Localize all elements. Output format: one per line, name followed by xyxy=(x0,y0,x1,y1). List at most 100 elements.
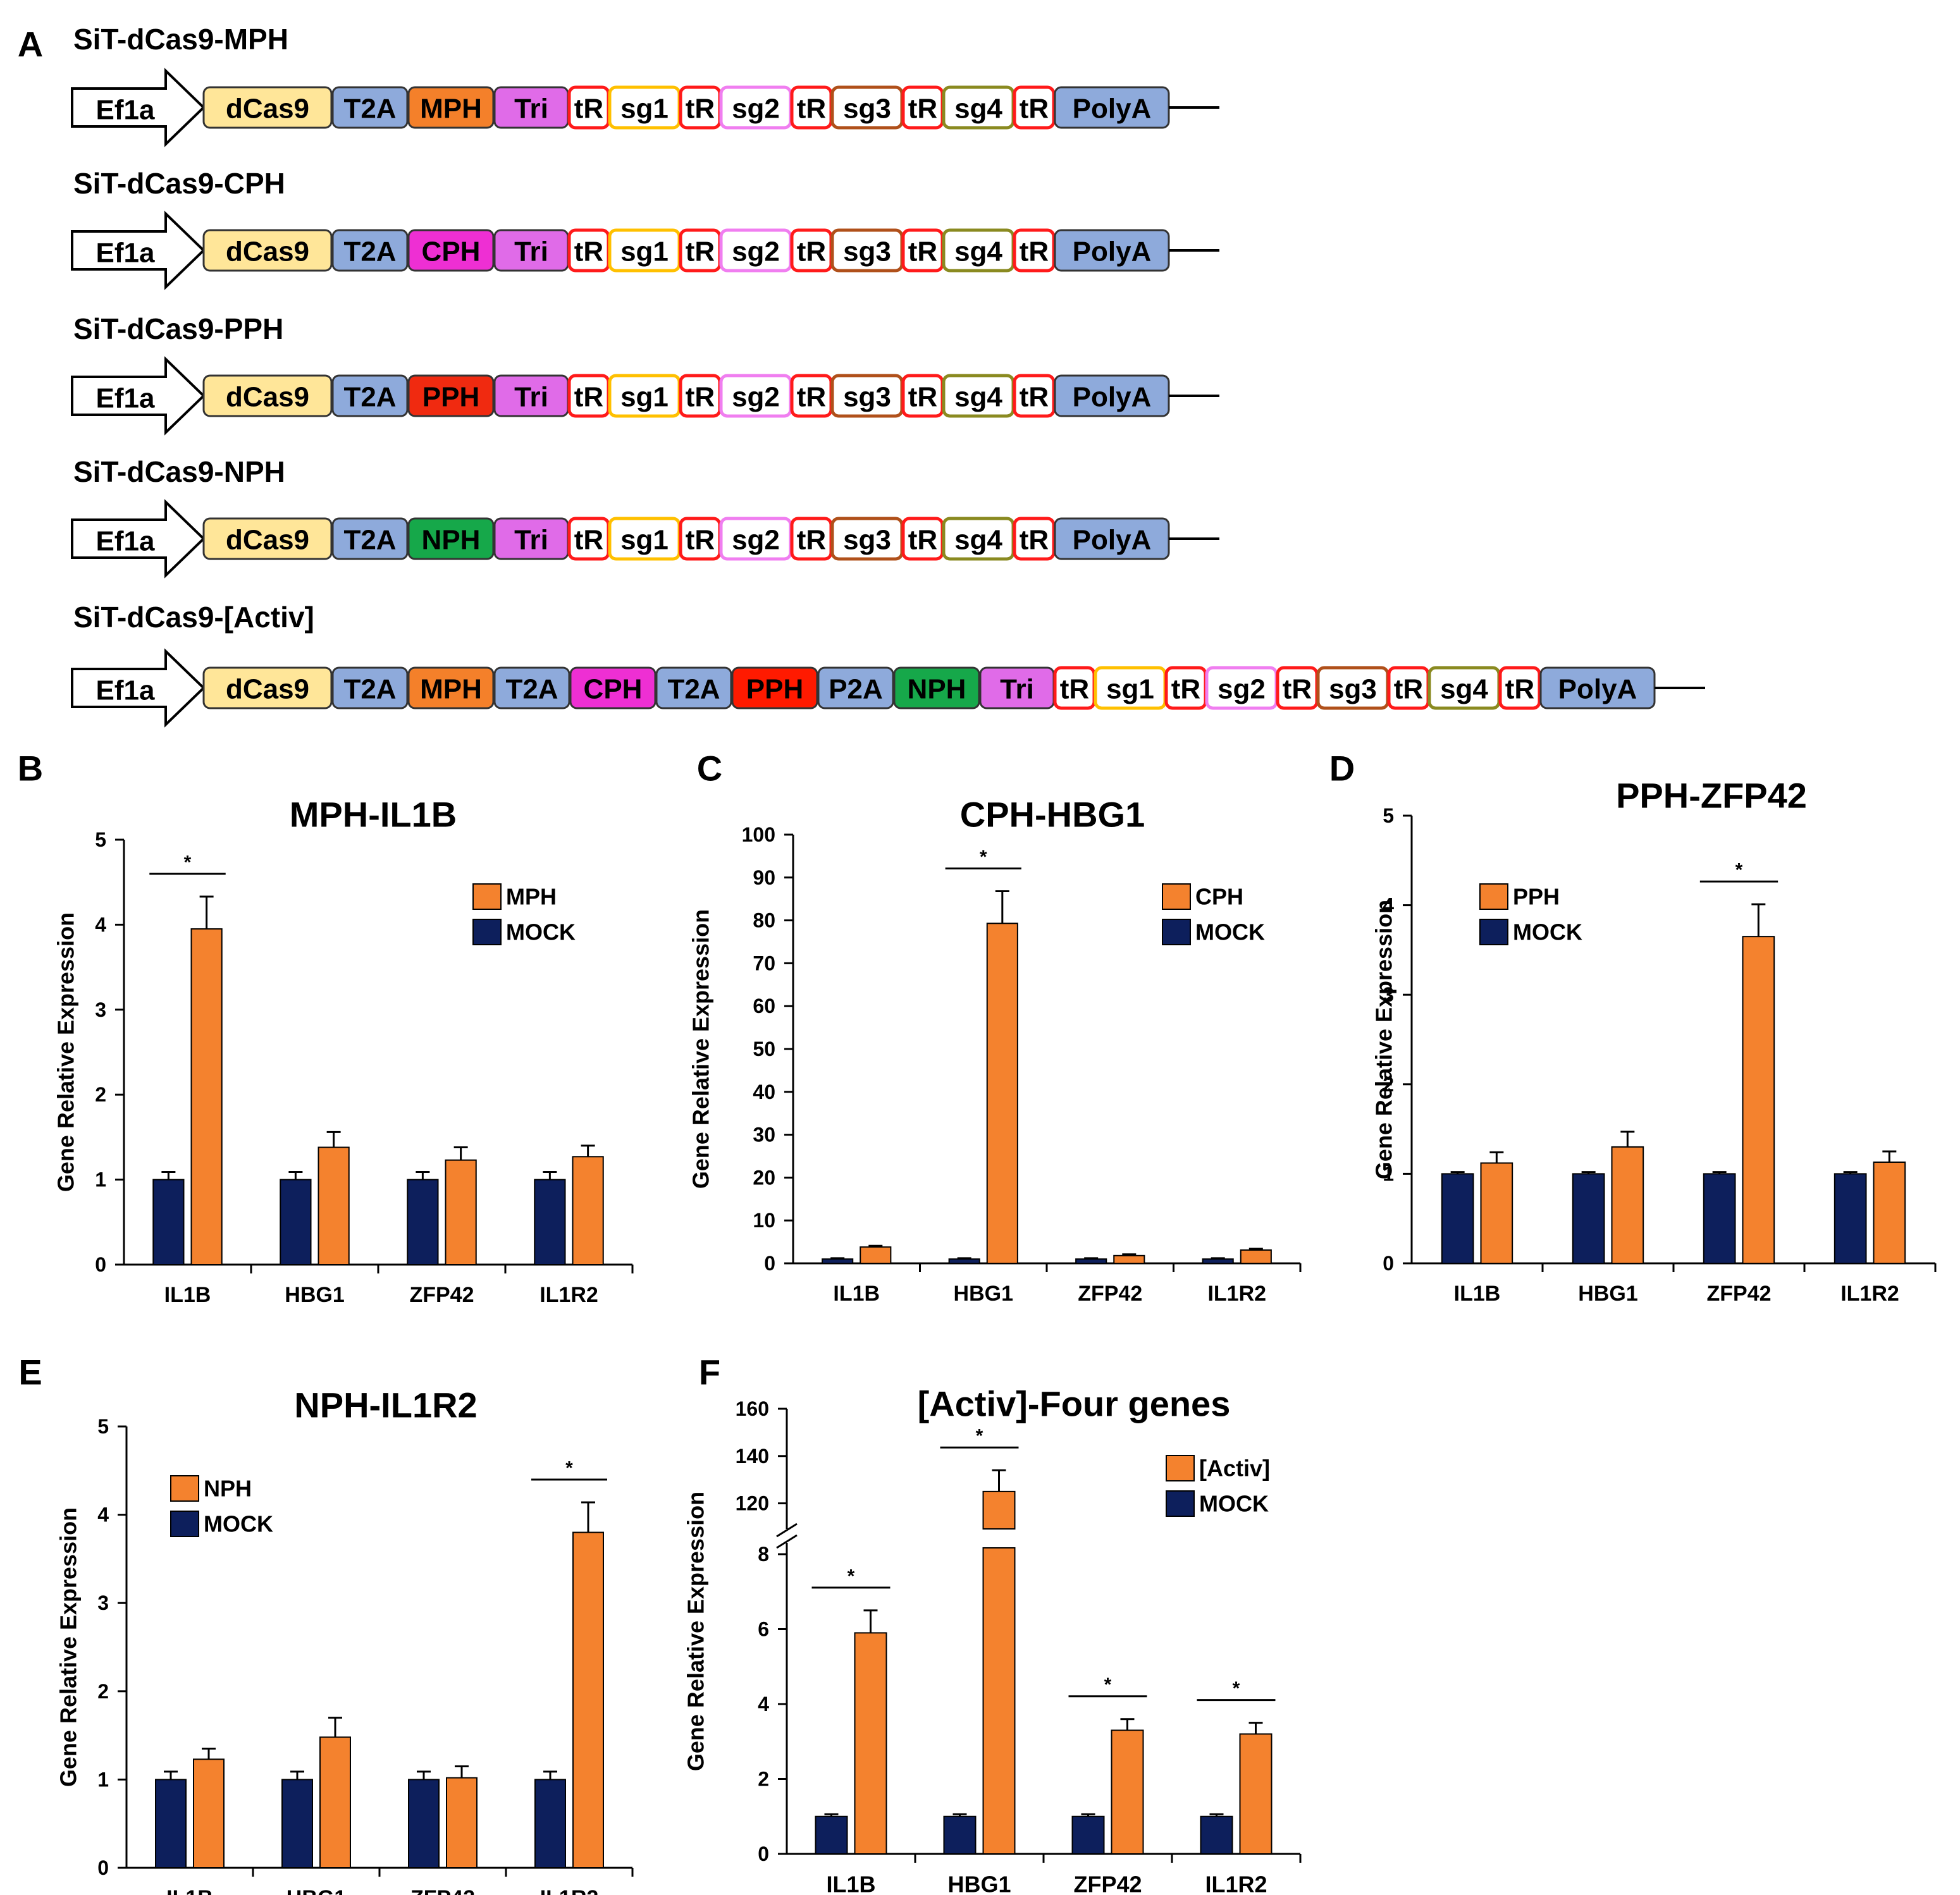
segment-label: Tri xyxy=(1000,674,1034,705)
segment-dcas9 xyxy=(202,374,333,417)
y-axis-label: Gene Relative Expression xyxy=(53,912,79,1192)
significance-star: * xyxy=(1735,860,1743,881)
panel-letter: F xyxy=(699,1352,720,1392)
x-tick-label: ZFP42 xyxy=(1706,1282,1771,1306)
segment-label: sg2 xyxy=(1217,674,1266,705)
legend-swatch xyxy=(472,919,502,945)
panel-letter: E xyxy=(18,1352,42,1392)
construct-title: SiT-dCas9-PPH xyxy=(73,312,283,345)
segment-label: tR xyxy=(686,94,715,125)
y-tick-label: 2 xyxy=(1383,1073,1394,1096)
segment-label: PolyA xyxy=(1073,94,1152,125)
significance-star: * xyxy=(184,852,192,873)
promoter-arrow xyxy=(71,356,206,436)
segment-tR xyxy=(1013,228,1056,273)
segment-nph xyxy=(407,517,495,560)
bar-mock xyxy=(534,1779,566,1868)
legend-label: NPH xyxy=(204,1476,252,1502)
chart-b: B MPH-IL1B 0 1 2 3 4 5 Gene Relative Expression I… xyxy=(18,749,634,1307)
bar-treated xyxy=(193,1758,225,1868)
bar-mock xyxy=(822,1258,854,1264)
segment-label: T2A xyxy=(343,236,396,267)
x-tick-label: IL1B xyxy=(166,1886,213,1895)
axis-break-mark xyxy=(776,1534,798,1549)
y-axis-label: Gene Relative Expression xyxy=(683,1492,709,1771)
y-tick-label: 0 xyxy=(1383,1252,1394,1275)
bar-treated xyxy=(319,1736,351,1869)
segment-tR xyxy=(1013,85,1056,130)
segment-cph xyxy=(407,229,495,272)
bar-treated xyxy=(986,923,1018,1264)
segment-t2a xyxy=(331,374,409,417)
segment-label: sg2 xyxy=(732,94,780,125)
promoter-label: Ef1a xyxy=(96,95,155,126)
chart-title: MPH-IL1B xyxy=(290,795,457,835)
chart-title: NPH-IL1R2 xyxy=(294,1385,477,1425)
x-tick-label: HBG1 xyxy=(947,1872,1011,1895)
segment-label: dCas9 xyxy=(226,674,309,705)
segment-label: sg4 xyxy=(1440,674,1488,705)
x-tick-label: IL1R2 xyxy=(1205,1872,1267,1895)
significance-star: * xyxy=(980,847,987,868)
segment-label: tR xyxy=(797,236,826,267)
segment-label: dCas9 xyxy=(226,382,309,413)
x-tick-label: HBG1 xyxy=(1578,1282,1637,1306)
bar-mock xyxy=(534,1179,566,1265)
promoter-label: Ef1a xyxy=(96,238,155,269)
segment-label: P2A xyxy=(829,674,883,705)
y-tick-label: 4 xyxy=(758,1693,769,1715)
significance-star: * xyxy=(565,1458,573,1479)
segment-mph xyxy=(407,86,495,129)
x-tick-label: IL1B xyxy=(833,1282,880,1306)
x-tick-label: IL1B xyxy=(826,1872,875,1895)
segment-p2a xyxy=(817,666,894,709)
segment-label: tR xyxy=(908,236,937,267)
segment-label: tR xyxy=(1283,674,1312,705)
bar-treated xyxy=(1113,1254,1145,1265)
segment-label: Tri xyxy=(514,236,548,267)
bar-mock xyxy=(1572,1173,1605,1265)
promoter-label: Ef1a xyxy=(96,675,155,706)
bar-mock xyxy=(948,1258,980,1264)
legend-label: [Activ] xyxy=(1199,1456,1270,1481)
segment-label: tR xyxy=(1020,236,1049,267)
legend-swatch xyxy=(1166,1490,1195,1517)
segment-label: tR xyxy=(574,382,603,413)
axis-break-mark xyxy=(776,1523,798,1538)
promoter-label: Ef1a xyxy=(96,526,155,557)
segment-label: T2A xyxy=(343,674,396,705)
bar-treated xyxy=(1611,1146,1644,1265)
segment-label: sg1 xyxy=(620,382,669,413)
bar-mock xyxy=(1202,1258,1234,1264)
y-tick-label: 20 xyxy=(753,1166,775,1189)
segment-dcas9 xyxy=(202,666,333,709)
segment-label: tR xyxy=(908,525,937,556)
significance-star: * xyxy=(976,1426,983,1447)
bar-mock xyxy=(1071,1815,1105,1855)
segment-label: tR xyxy=(574,94,603,125)
y-tick-label: 4 xyxy=(95,913,106,936)
segment-label: tR xyxy=(797,94,826,125)
y-tick-label: 0 xyxy=(97,1856,109,1879)
y-tick-label: 5 xyxy=(1383,804,1394,827)
segment-label: sg4 xyxy=(954,236,1002,267)
legend-label: MOCK xyxy=(204,1511,273,1537)
y-tick-label: 120 xyxy=(736,1492,769,1515)
promoter-arrow xyxy=(71,648,206,728)
legend-swatch xyxy=(472,883,502,910)
x-tick-label: ZFP42 xyxy=(409,1283,474,1307)
segment-t2a xyxy=(331,86,409,129)
promoter-label: Ef1a xyxy=(96,383,155,414)
bar-treated xyxy=(982,1547,1016,1855)
y-tick-label: 5 xyxy=(97,1415,109,1438)
bar-treated xyxy=(1239,1733,1273,1855)
segment-label: tR xyxy=(686,236,715,267)
bar-mock xyxy=(152,1179,185,1265)
segment-label: tR xyxy=(1060,674,1089,705)
bar-mock xyxy=(1441,1173,1474,1265)
segment-label: sg2 xyxy=(732,236,780,267)
construct-title: SiT-dCas9-[Activ] xyxy=(73,601,314,634)
segment-label: PolyA xyxy=(1073,382,1152,413)
